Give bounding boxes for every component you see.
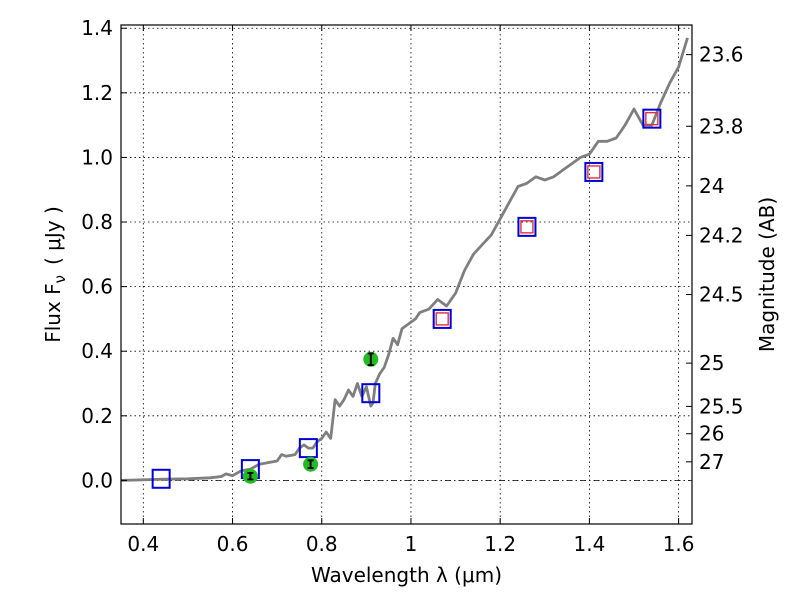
y2-tick-label: 23.8: [699, 114, 744, 138]
y2-tick-label: 24: [699, 174, 724, 198]
grid-lines: [121, 25, 692, 524]
y2-tick-label: 27: [699, 450, 724, 474]
y-tick-label: 0.8: [81, 210, 113, 234]
x-tick-label: 0.4: [127, 532, 159, 556]
y-axis-label-subscript: ν: [51, 275, 69, 283]
model-box-marker: [642, 108, 662, 129]
clipped-marks: [121, 37, 689, 489]
y-tick-label: 0.4: [81, 339, 113, 363]
y2-axis-label: Magnitude (AB): [755, 197, 779, 352]
model-inner-marker: [520, 220, 534, 234]
y-tick-label: 0.6: [81, 275, 113, 299]
y2-tick-label: 26: [699, 422, 724, 446]
model-inner-marker: [645, 111, 659, 126]
y2-tick-label: 23.6: [699, 43, 744, 67]
model-inner-marker: [435, 312, 449, 326]
model-box-marker: [517, 216, 537, 237]
y2-axis-ticks: 23.6 23.8 24 24.2 24.5 25 25.5 26 27: [686, 43, 744, 474]
model-inner-marker: [587, 165, 601, 179]
y-tick-label: 1.2: [81, 81, 113, 105]
y-tick-label: 1.0: [81, 145, 113, 169]
plot-frame: [120, 24, 693, 525]
y-axis-label: Flux Fν ( μJy ): [41, 206, 69, 343]
y-axis-label-unit: ( μJy ): [41, 206, 65, 265]
x-tick-label: 0.6: [217, 532, 249, 556]
y-tick-label: 0.2: [81, 404, 113, 428]
x-tick-label: 1.6: [663, 532, 695, 556]
model-box-marker: [151, 468, 171, 489]
y-axis-ticks: 0.0 0.2 0.4 0.6 0.8 1.0 1.2 1.4: [81, 16, 127, 492]
y-tick-label: 1.4: [81, 16, 113, 40]
x-tick-label: 1.2: [484, 532, 516, 556]
x-axis-ticks: 0.4 0.6 0.8 1 1.2 1.4 1.6: [127, 25, 695, 556]
x-tick-label: 1.4: [573, 532, 605, 556]
model-box-marker: [432, 308, 452, 329]
y2-tick-label: 24.2: [699, 223, 744, 247]
model-box-marker: [584, 161, 604, 182]
y2-tick-label: 24.5: [699, 283, 744, 307]
model-box-marker: [361, 383, 381, 404]
y2-tick-label: 25: [699, 351, 724, 375]
y-axis-label-text: Flux F: [41, 283, 65, 342]
plot-area: [121, 37, 689, 489]
x-tick-label: 1: [405, 532, 418, 556]
x-axis-label: Wavelength λ (μm): [311, 563, 502, 587]
y2-tick-label: 25.5: [699, 394, 744, 418]
y-tick-label: 0.0: [81, 468, 113, 492]
x-tick-label: 0.8: [306, 532, 338, 556]
spectrum-line: [121, 37, 689, 482]
